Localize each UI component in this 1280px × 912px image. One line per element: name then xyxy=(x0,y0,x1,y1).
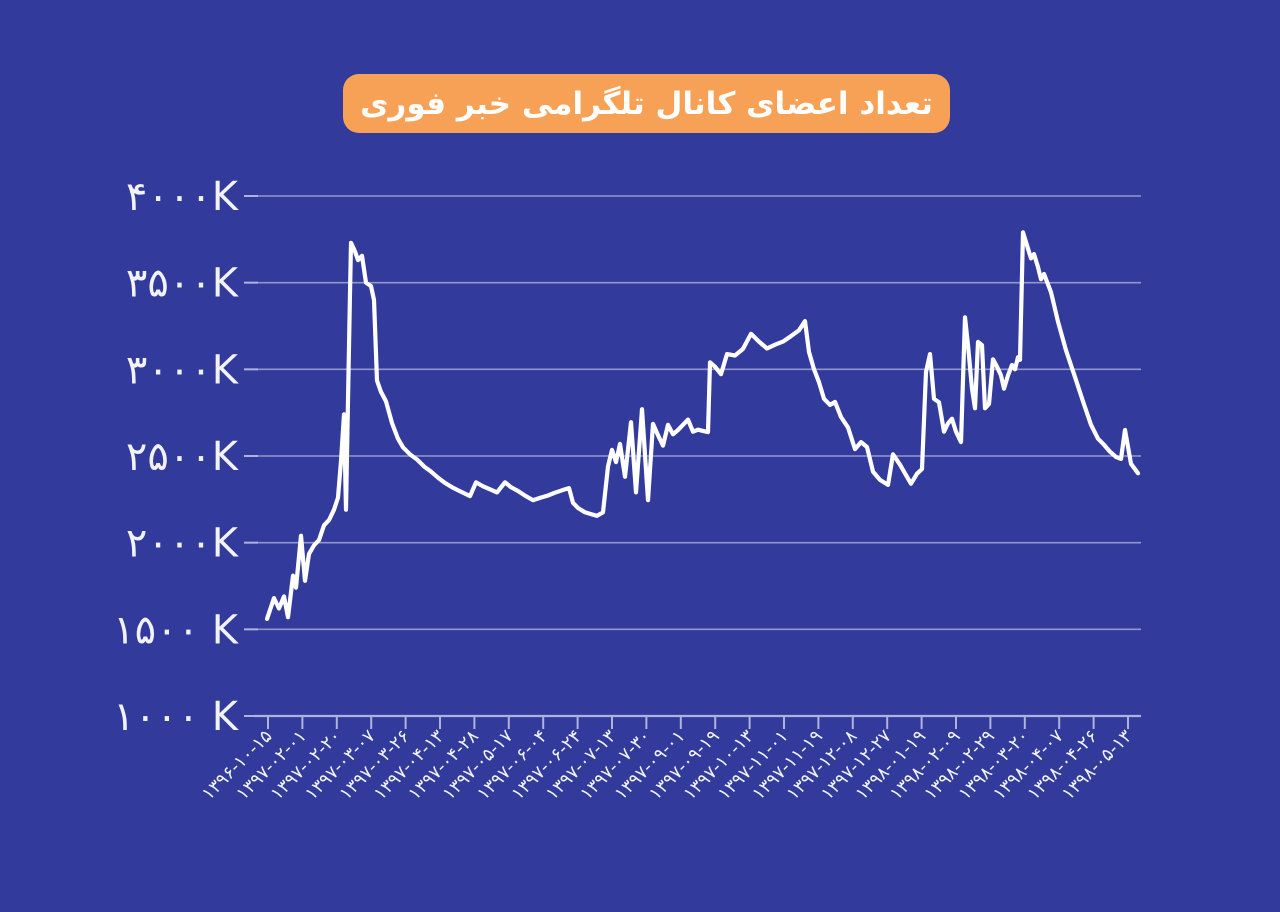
y-axis-label: ۱۵۰۰ K xyxy=(113,607,240,653)
y-axis-label: ۱۰۰۰ K xyxy=(113,694,240,740)
x-axis: ۱۳۹۶-۱۰-۱۵۱۳۹۷-۰۲-۰۱۱۳۹۷-۰۲-۲۰۱۳۹۷-۰۳-۰۷… xyxy=(198,714,1141,804)
y-axis-label: ۲۵۰۰K xyxy=(126,434,240,480)
y-axis-label: ۴۰۰۰K xyxy=(126,174,240,220)
y-axis: ۴۰۰۰K ۳۵۰۰K ۳۰۰۰K ۲۵۰۰K ۲۰۰۰K ۱۵۰۰ K ۱۰۰۰ K xyxy=(113,174,258,740)
data-series-line xyxy=(264,230,1141,622)
y-axis-label: ۲۰۰۰K xyxy=(126,521,240,567)
y-axis-label: ۳۰۰۰K xyxy=(126,347,240,393)
chart-title-badge: تعداد اعضای کانال تلگرامی خبر فوری xyxy=(343,74,950,133)
y-axis-label: ۳۵۰۰K xyxy=(126,261,240,307)
chart-title: تعداد اعضای کانال تلگرامی خبر فوری xyxy=(360,85,933,122)
